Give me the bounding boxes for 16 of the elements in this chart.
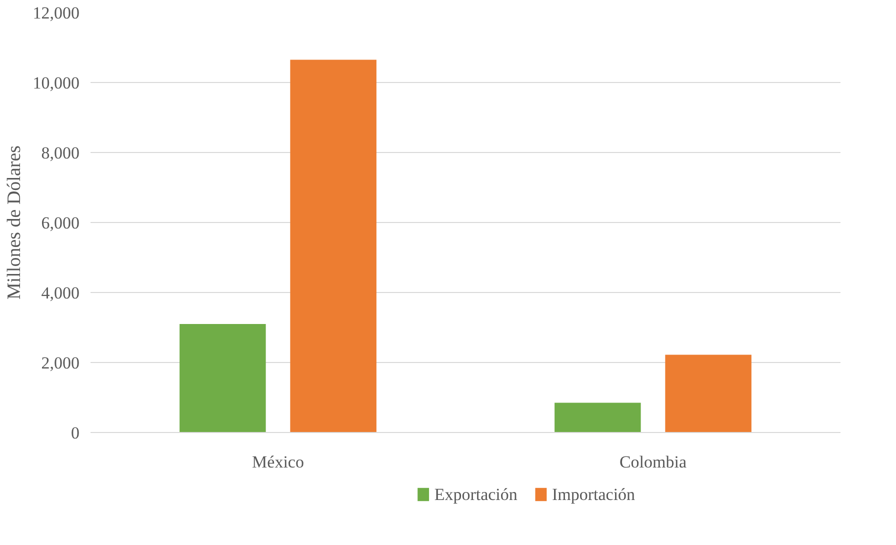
y-tick-label: 4,000: [41, 284, 80, 302]
y-tick-label: 10,000: [32, 74, 80, 92]
y-tick-label: 8,000: [41, 144, 80, 162]
x-tick-label: México: [252, 452, 304, 472]
y-tick-label: 2,000: [41, 354, 80, 372]
x-tick-label: Colombia: [619, 452, 687, 472]
bar: [554, 402, 641, 432]
legend-label: Importación: [552, 485, 636, 504]
bar: [290, 60, 376, 432]
bar: [665, 354, 752, 432]
y-axis-title: Millones de Dólares: [4, 145, 25, 300]
y-tick-label: 6,000: [41, 214, 80, 232]
bar: [180, 324, 266, 432]
y-tick-label: 12,000: [32, 4, 80, 22]
legend-label: Exportación: [434, 485, 518, 504]
y-tick-label: 0: [71, 424, 80, 442]
